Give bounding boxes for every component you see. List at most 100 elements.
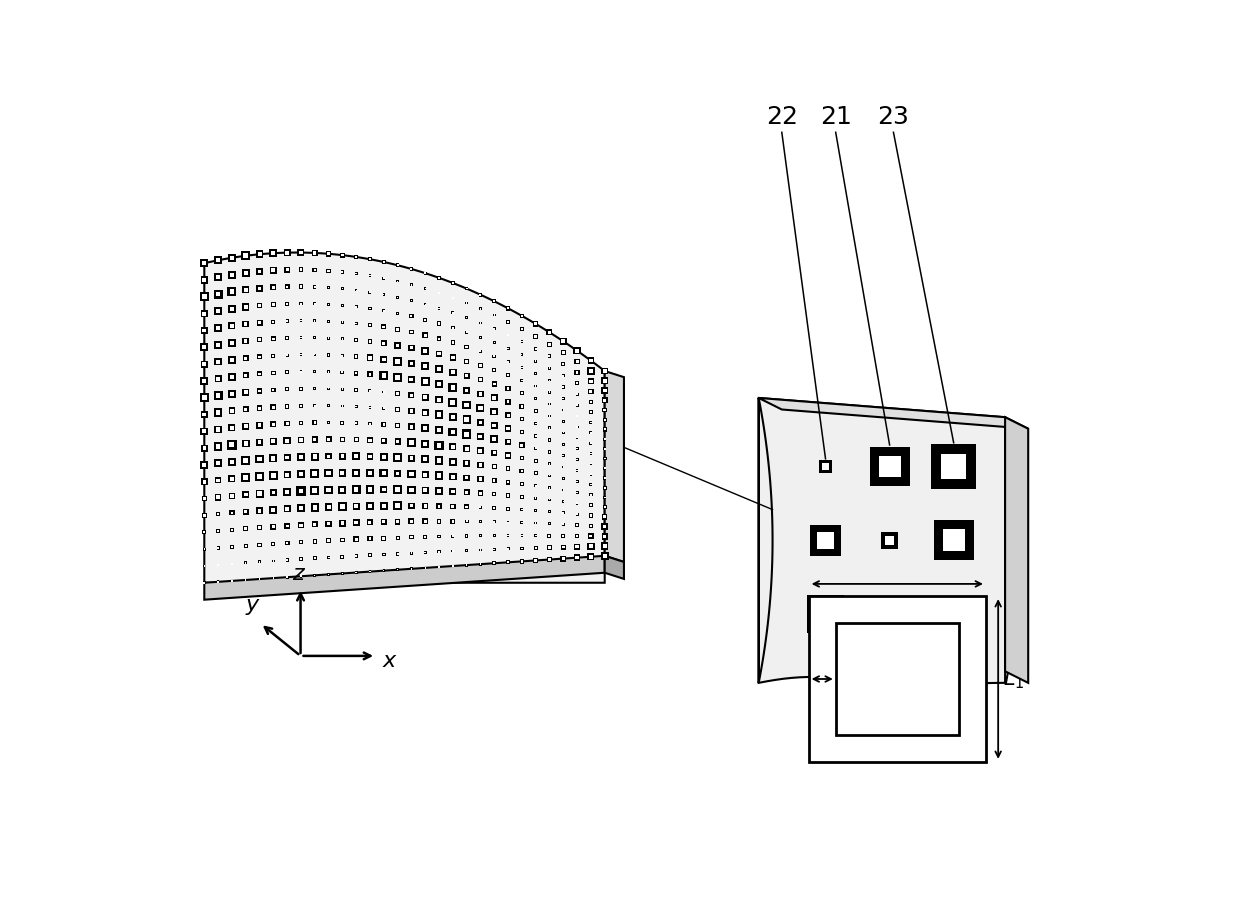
Polygon shape <box>492 368 496 372</box>
Polygon shape <box>367 437 373 443</box>
Polygon shape <box>312 539 317 543</box>
Polygon shape <box>603 486 606 490</box>
Polygon shape <box>423 410 427 415</box>
Polygon shape <box>272 508 275 511</box>
Polygon shape <box>520 430 525 434</box>
Polygon shape <box>202 295 207 299</box>
Polygon shape <box>217 564 218 566</box>
Polygon shape <box>258 304 260 307</box>
Polygon shape <box>942 530 965 551</box>
Polygon shape <box>355 421 358 425</box>
Polygon shape <box>450 519 455 524</box>
Polygon shape <box>603 476 606 480</box>
Polygon shape <box>548 511 551 513</box>
Polygon shape <box>560 556 567 561</box>
Polygon shape <box>521 367 522 369</box>
Polygon shape <box>314 557 316 560</box>
Polygon shape <box>603 389 606 392</box>
Polygon shape <box>604 409 606 411</box>
Polygon shape <box>590 452 593 455</box>
Polygon shape <box>479 520 482 523</box>
Polygon shape <box>269 506 278 513</box>
Polygon shape <box>355 504 358 508</box>
Polygon shape <box>520 391 523 395</box>
Polygon shape <box>272 389 274 391</box>
Polygon shape <box>562 363 564 365</box>
Polygon shape <box>449 473 456 480</box>
Polygon shape <box>200 377 208 385</box>
Polygon shape <box>368 307 372 310</box>
Polygon shape <box>382 407 386 410</box>
Polygon shape <box>507 494 510 497</box>
Polygon shape <box>257 303 262 308</box>
Polygon shape <box>327 370 330 373</box>
Polygon shape <box>341 370 345 374</box>
Polygon shape <box>575 381 579 386</box>
Polygon shape <box>434 440 444 450</box>
Polygon shape <box>300 421 303 424</box>
Polygon shape <box>408 345 414 351</box>
Polygon shape <box>479 349 482 353</box>
Polygon shape <box>603 399 606 401</box>
Polygon shape <box>215 273 222 281</box>
Polygon shape <box>562 546 564 549</box>
Polygon shape <box>548 533 552 538</box>
Polygon shape <box>423 364 428 369</box>
Polygon shape <box>231 477 234 480</box>
Polygon shape <box>465 359 467 363</box>
Polygon shape <box>298 437 304 443</box>
Polygon shape <box>327 540 330 542</box>
Polygon shape <box>424 504 427 508</box>
Polygon shape <box>300 575 303 578</box>
Polygon shape <box>534 322 537 325</box>
Polygon shape <box>341 271 343 273</box>
Polygon shape <box>548 558 551 561</box>
Polygon shape <box>326 251 331 257</box>
Polygon shape <box>423 519 428 524</box>
Polygon shape <box>575 459 579 461</box>
Polygon shape <box>396 359 399 364</box>
Polygon shape <box>257 389 262 394</box>
Polygon shape <box>494 507 495 509</box>
Polygon shape <box>533 321 538 327</box>
Polygon shape <box>368 340 371 343</box>
Polygon shape <box>422 440 429 448</box>
Polygon shape <box>312 420 317 425</box>
Polygon shape <box>368 274 372 278</box>
Polygon shape <box>600 551 609 560</box>
Polygon shape <box>506 507 510 511</box>
Polygon shape <box>604 429 606 430</box>
Polygon shape <box>507 535 508 536</box>
Polygon shape <box>464 373 470 379</box>
Polygon shape <box>547 557 552 562</box>
Polygon shape <box>327 438 330 441</box>
Polygon shape <box>465 374 469 378</box>
Polygon shape <box>285 473 289 477</box>
Polygon shape <box>479 435 482 439</box>
Polygon shape <box>352 469 361 477</box>
Polygon shape <box>436 473 441 478</box>
Polygon shape <box>397 409 399 410</box>
Polygon shape <box>480 563 481 565</box>
Polygon shape <box>286 354 288 356</box>
Polygon shape <box>438 505 440 508</box>
Polygon shape <box>355 571 357 574</box>
Polygon shape <box>506 306 511 310</box>
Polygon shape <box>465 476 469 480</box>
Polygon shape <box>227 288 237 297</box>
Polygon shape <box>590 494 591 496</box>
Polygon shape <box>590 432 591 434</box>
Polygon shape <box>480 337 481 338</box>
Polygon shape <box>521 482 523 485</box>
Polygon shape <box>521 405 523 408</box>
Polygon shape <box>466 521 467 522</box>
Polygon shape <box>549 403 551 405</box>
Polygon shape <box>548 368 551 369</box>
Polygon shape <box>325 486 332 494</box>
Polygon shape <box>494 562 495 564</box>
Polygon shape <box>601 387 608 394</box>
Polygon shape <box>202 513 207 518</box>
Polygon shape <box>435 487 443 495</box>
Polygon shape <box>299 268 303 272</box>
Polygon shape <box>228 458 236 466</box>
